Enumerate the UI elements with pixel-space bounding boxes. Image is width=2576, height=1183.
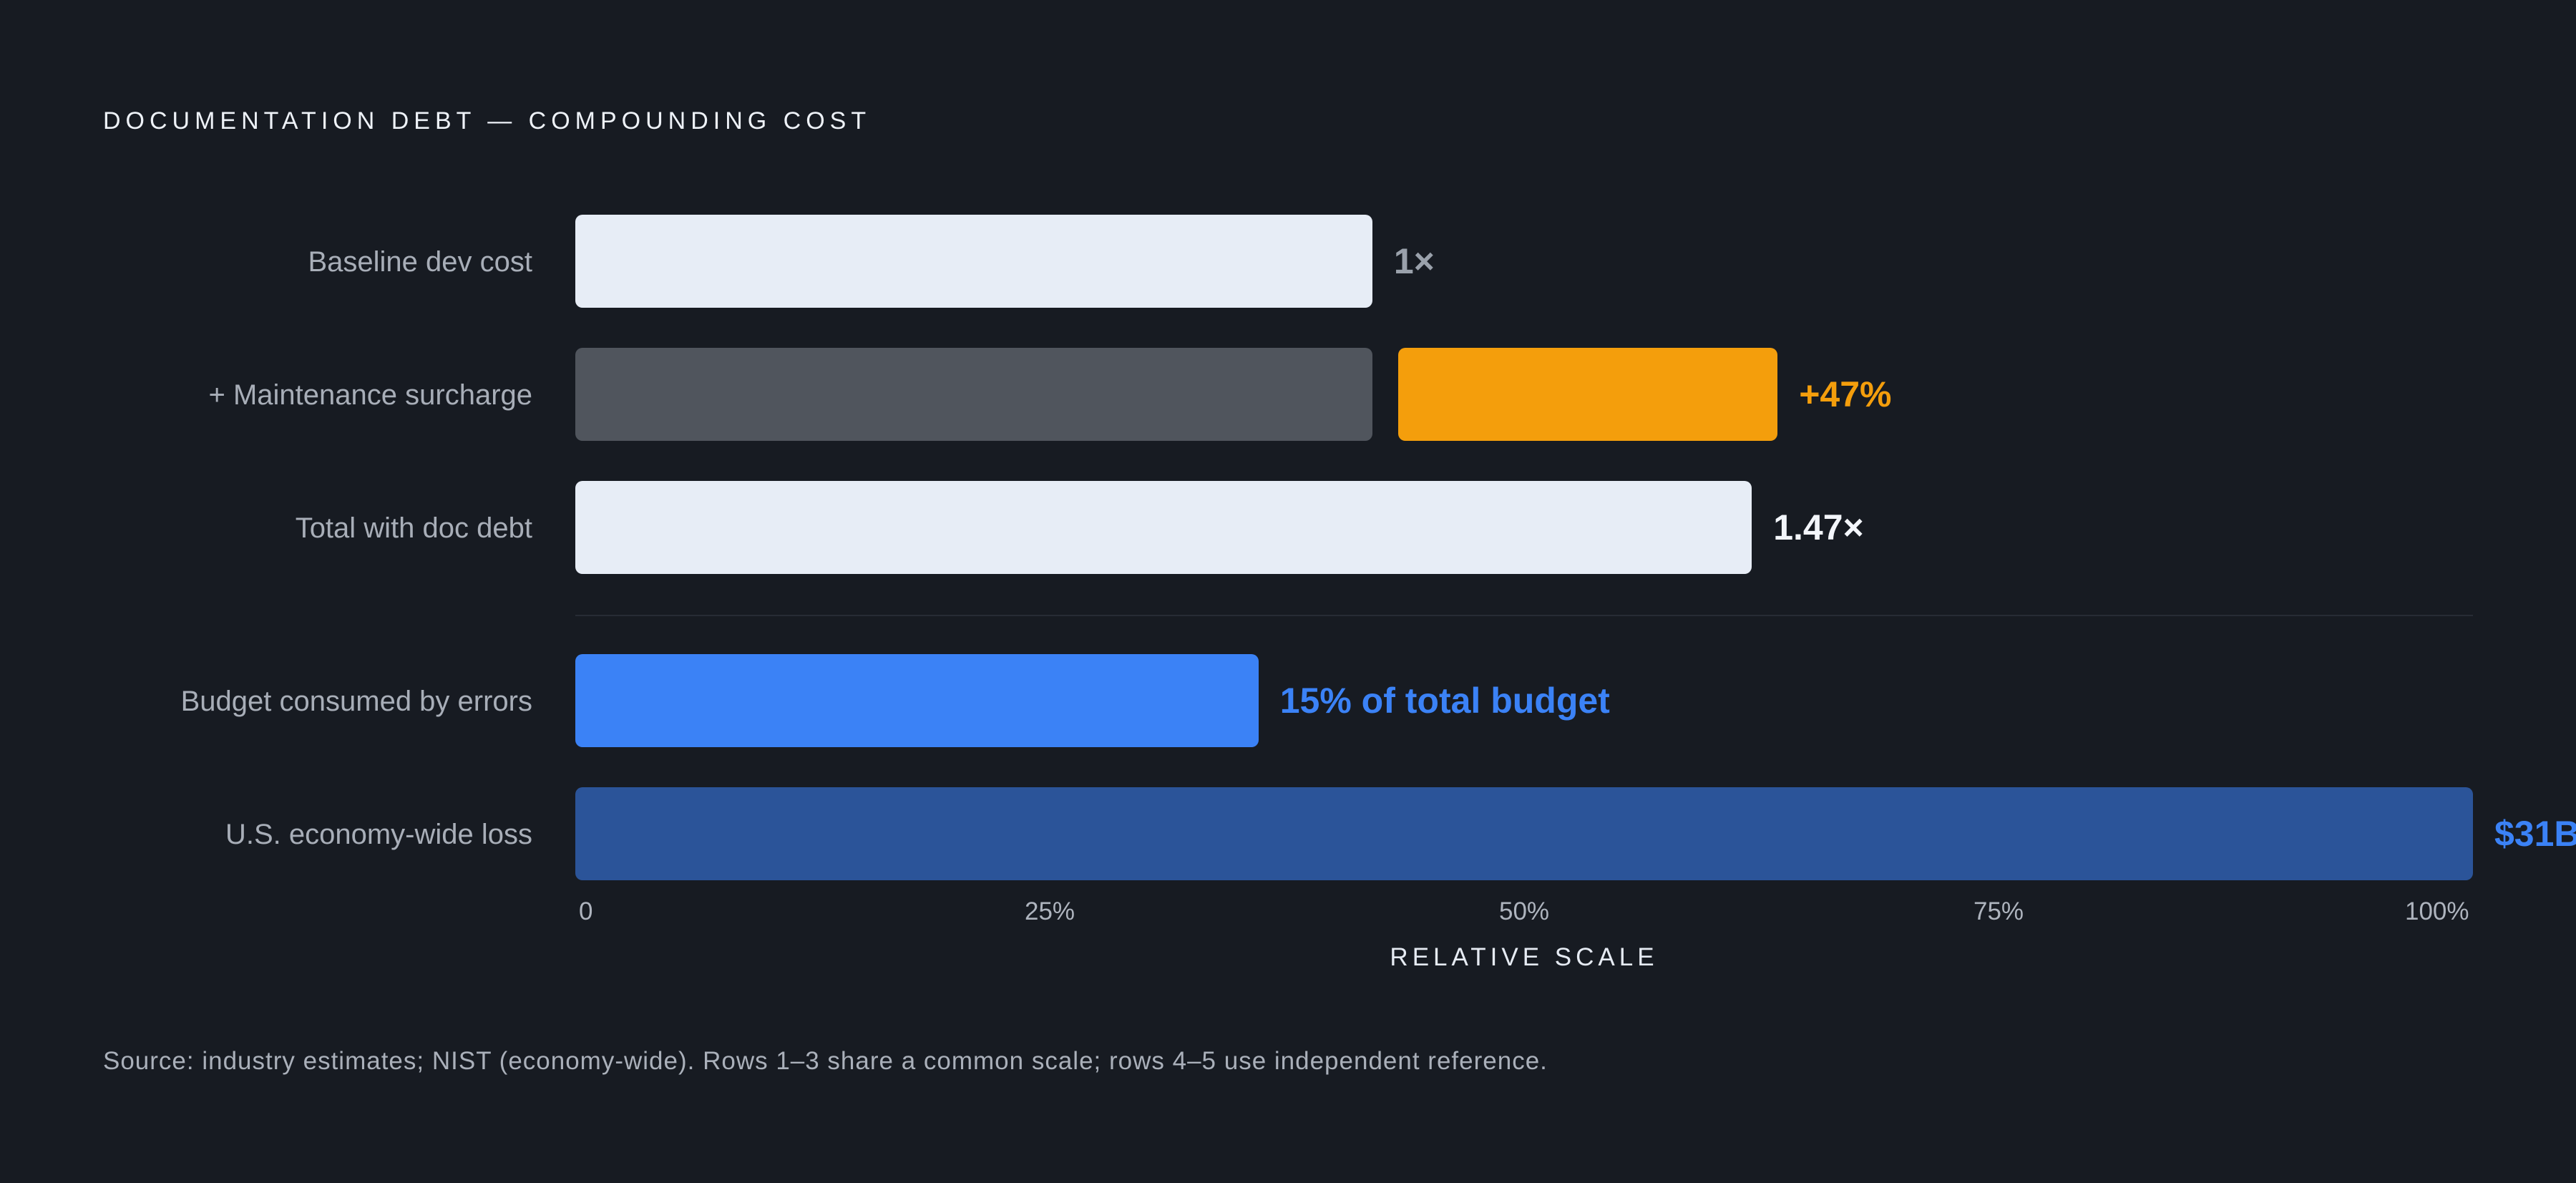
bar-economy xyxy=(575,787,2473,880)
bar-baseline xyxy=(575,215,1372,308)
row-label-economy: U.S. economy-wide loss xyxy=(225,819,532,850)
x-tick-label: 75% xyxy=(1974,897,2024,925)
row-label-maintenance: + Maintenance surcharge xyxy=(208,379,533,411)
bar-maintenance-segment-2 xyxy=(1397,348,1778,441)
group-separator xyxy=(575,615,2473,616)
x-tick-label: 50% xyxy=(1499,897,1550,925)
x-tick-label: 100% xyxy=(2405,897,2469,925)
row-label-errors: Budget consumed by errors xyxy=(180,686,532,717)
x-tick-label: 0 xyxy=(579,897,593,925)
row-label-baseline: Baseline dev cost xyxy=(308,246,532,278)
bar-total xyxy=(575,481,1752,574)
value-label-baseline: 1× xyxy=(1393,241,1435,281)
x-axis-title: RELATIVE SCALE xyxy=(1390,943,1659,971)
bar-errors xyxy=(575,654,1259,747)
value-label-economy: $31B xyxy=(2494,814,2576,854)
x-tick-label: 25% xyxy=(1025,897,1075,925)
source-note: Source: industry estimates; NIST (econom… xyxy=(103,1047,1548,1075)
value-label-total: 1.47× xyxy=(1773,507,1864,547)
row-label-total: Total with doc debt xyxy=(295,512,532,544)
value-label-maintenance: +47% xyxy=(1799,374,1892,414)
value-label-errors: 15% of total budget xyxy=(1279,681,1610,721)
chart-title: DOCUMENTATION DEBT — COMPOUNDING COST xyxy=(103,107,872,135)
bar-maintenance-segment-1 xyxy=(575,348,1372,441)
